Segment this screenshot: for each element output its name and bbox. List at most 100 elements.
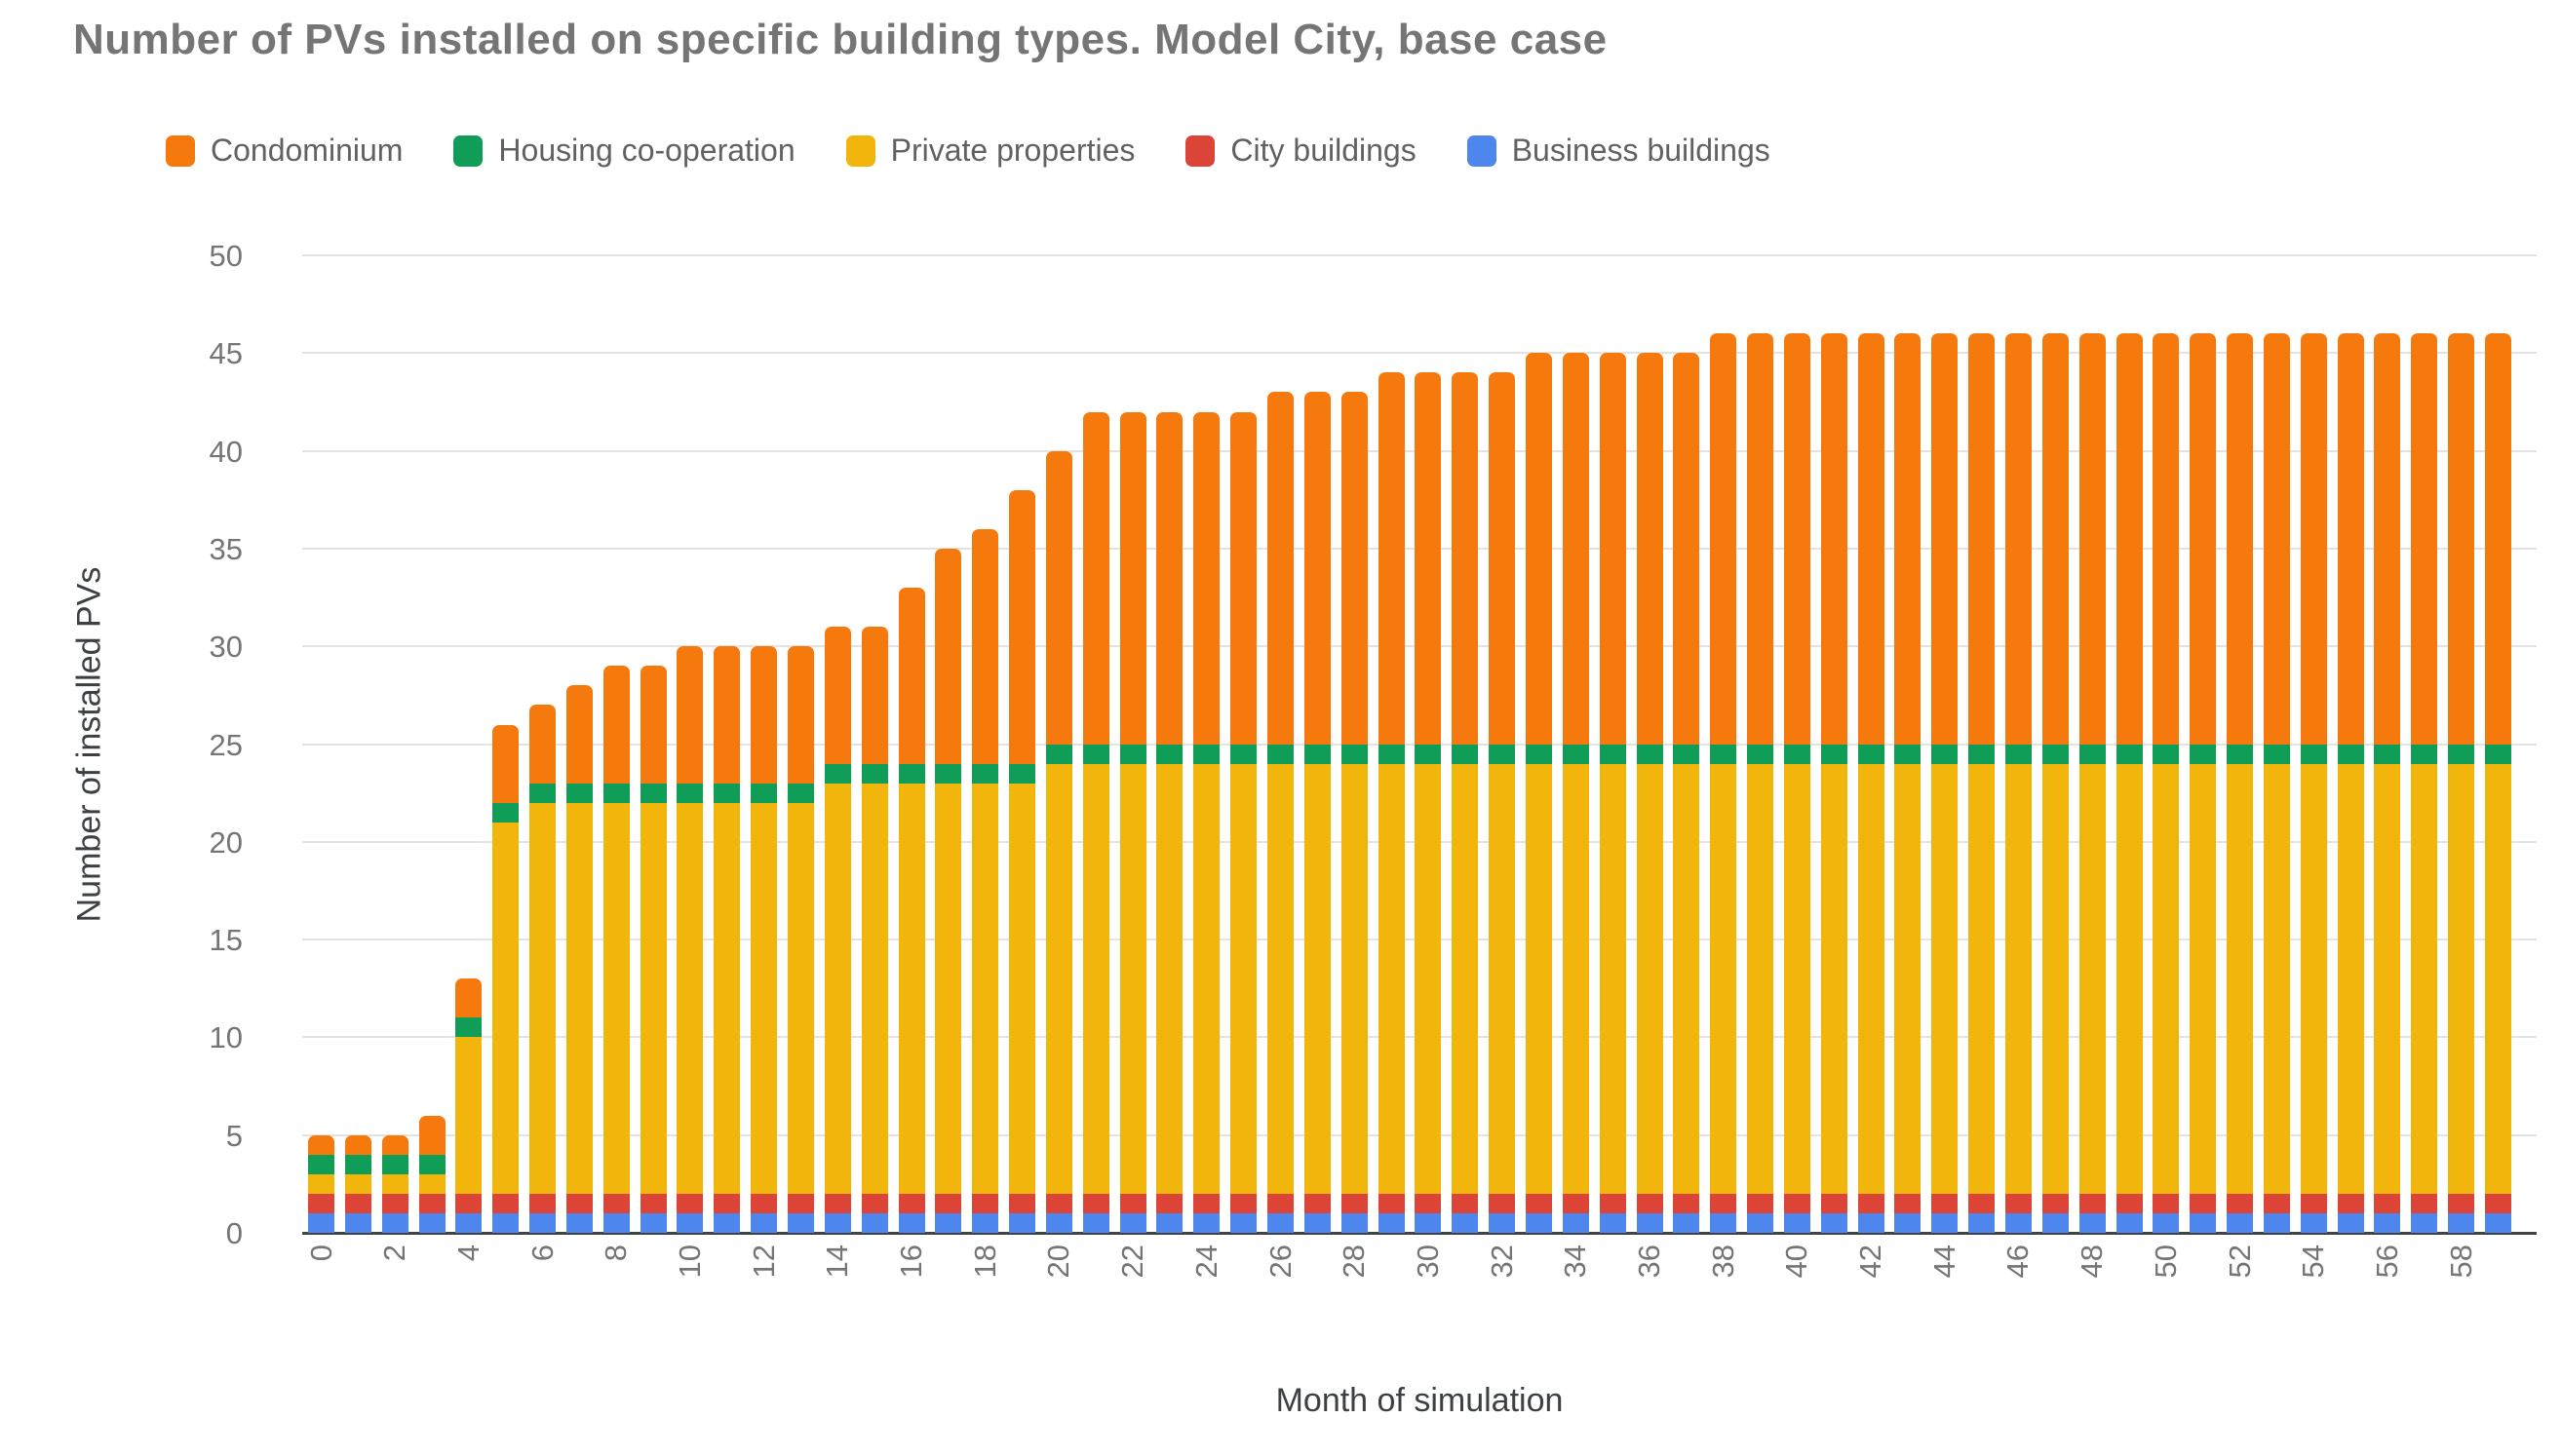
plot-area: 0 5 10 15 20 25 30 35 40 45 50 0 2 4 6 8 10 12 14 16 18 20 22 2… [210,241,2537,1278]
segment-private-properties-month-7 [565,802,593,1194]
segment-city-buildings-month-46 [2004,1193,2032,1213]
segment-business-buildings-month-9 [640,1212,667,1233]
segment-private-properties-month-52 [2227,763,2254,1194]
x-tick-label-46: 46 [2000,1245,2036,1279]
segment-private-properties-month-31 [1452,763,1479,1194]
segment-city-buildings-month-31 [1452,1193,1479,1213]
bar-month-18 [972,528,999,1233]
segment-private-properties-month-22 [1119,763,1146,1194]
segment-city-buildings-month-21 [1082,1193,1109,1213]
segment-housing-co-operation-month-1 [344,1154,371,1174]
segment-housing-co-operation-month-14 [824,763,851,784]
segment-condominium-month-10 [677,646,704,784]
legend-label: City buildings [1230,133,1417,168]
segment-housing-co-operation-month-44 [1931,744,1959,764]
segment-private-properties-month-47 [2041,763,2069,1194]
segment-city-buildings-month-59 [2485,1193,2511,1213]
segment-condominium-month-4 [455,978,483,1018]
x-tick-label-52: 52 [2222,1245,2257,1279]
segment-business-buildings-month-6 [529,1212,557,1233]
segment-city-buildings-month-14 [824,1193,851,1213]
segment-business-buildings-month-2 [381,1212,408,1233]
segment-business-buildings-month-29 [1378,1212,1405,1233]
bar-month-28 [1340,392,1368,1233]
segment-housing-co-operation-month-4 [455,1017,483,1038]
segment-private-properties-month-44 [1931,763,1959,1194]
x-axis-title: Month of simulation [1275,1382,1564,1419]
bar-month-2 [381,1134,408,1233]
segment-business-buildings-month-12 [751,1212,778,1233]
segment-private-properties-month-8 [602,802,630,1194]
segment-condominium-month-7 [565,685,593,784]
segment-private-properties-month-12 [751,802,778,1194]
segment-condominium-month-43 [1894,333,1922,745]
x-tick-label-10: 10 [672,1245,707,1279]
segment-housing-co-operation-month-7 [565,783,593,803]
segment-business-buildings-month-55 [2337,1212,2364,1233]
segment-condominium-month-45 [1968,333,1996,745]
segment-housing-co-operation-month-29 [1378,744,1405,764]
segment-private-properties-month-21 [1082,763,1109,1194]
segment-city-buildings-month-10 [677,1193,704,1213]
segment-private-properties-month-26 [1267,763,1295,1194]
bar-month-19 [1009,489,1036,1233]
segment-business-buildings-month-52 [2227,1212,2254,1233]
x-tick-label-50: 50 [2148,1245,2183,1279]
segment-city-buildings-month-51 [2190,1193,2217,1213]
bar-month-42 [1857,333,1884,1233]
legend-swatch-icon [1466,134,1496,167]
segment-condominium-month-12 [751,646,778,784]
segment-housing-co-operation-month-40 [1783,744,1810,764]
segment-condominium-month-26 [1267,392,1295,745]
segment-condominium-month-16 [898,588,925,764]
segment-private-properties-month-56 [2374,763,2401,1194]
segment-city-buildings-month-43 [1894,1193,1922,1213]
segment-city-buildings-month-57 [2411,1193,2438,1213]
segment-city-buildings-month-54 [2300,1193,2327,1213]
segment-city-buildings-month-55 [2337,1193,2364,1213]
segment-private-properties-month-29 [1378,763,1405,1194]
segment-city-buildings-month-39 [1747,1193,1774,1213]
bar-month-50 [2153,333,2180,1233]
segment-city-buildings-month-38 [1710,1193,1737,1213]
bar-month-24 [1193,411,1221,1233]
segment-business-buildings-month-39 [1747,1212,1774,1233]
segment-housing-co-operation-month-43 [1894,744,1922,764]
segment-condominium-month-15 [861,627,888,764]
segment-condominium-month-42 [1857,333,1884,745]
segment-private-properties-month-28 [1340,763,1368,1194]
legend-label: Business buildings [1511,133,1770,168]
x-tick-label-32: 32 [1484,1245,1519,1279]
segment-business-buildings-month-19 [1009,1212,1036,1233]
x-tick-label-22: 22 [1115,1245,1150,1279]
segment-condominium-month-0 [308,1134,334,1155]
segment-business-buildings-month-44 [1931,1212,1959,1233]
segment-condominium-month-47 [2041,333,2069,745]
segment-city-buildings-month-35 [1599,1193,1626,1213]
segment-housing-co-operation-month-38 [1710,744,1737,764]
segment-housing-co-operation-month-18 [972,763,999,784]
segment-city-buildings-month-22 [1119,1193,1146,1213]
bar-month-25 [1230,411,1258,1233]
segment-city-buildings-month-28 [1340,1193,1368,1213]
segment-condominium-month-48 [2078,333,2106,745]
x-tick-label-38: 38 [1705,1245,1740,1279]
segment-business-buildings-month-46 [2004,1212,2032,1233]
segment-business-buildings-month-1 [344,1212,371,1233]
segment-housing-co-operation-month-0 [308,1154,334,1174]
y-axis-title: Number of installed PVs [70,566,108,923]
segment-housing-co-operation-month-10 [677,783,704,803]
segment-city-buildings-month-27 [1303,1193,1331,1213]
segment-housing-co-operation-month-17 [935,763,962,784]
y-tick-label-20: 20 [209,824,243,860]
segment-private-properties-month-41 [1820,763,1847,1194]
bar-month-57 [2411,333,2438,1233]
segment-private-properties-month-5 [492,822,520,1194]
legend-label: Housing co-operation [498,133,796,168]
segment-condominium-month-40 [1783,333,1810,745]
segment-housing-co-operation-month-32 [1489,744,1516,764]
bar-month-40 [1783,333,1810,1233]
bar-month-49 [2116,333,2143,1233]
segment-housing-co-operation-month-27 [1303,744,1331,764]
segment-business-buildings-month-34 [1562,1212,1589,1233]
